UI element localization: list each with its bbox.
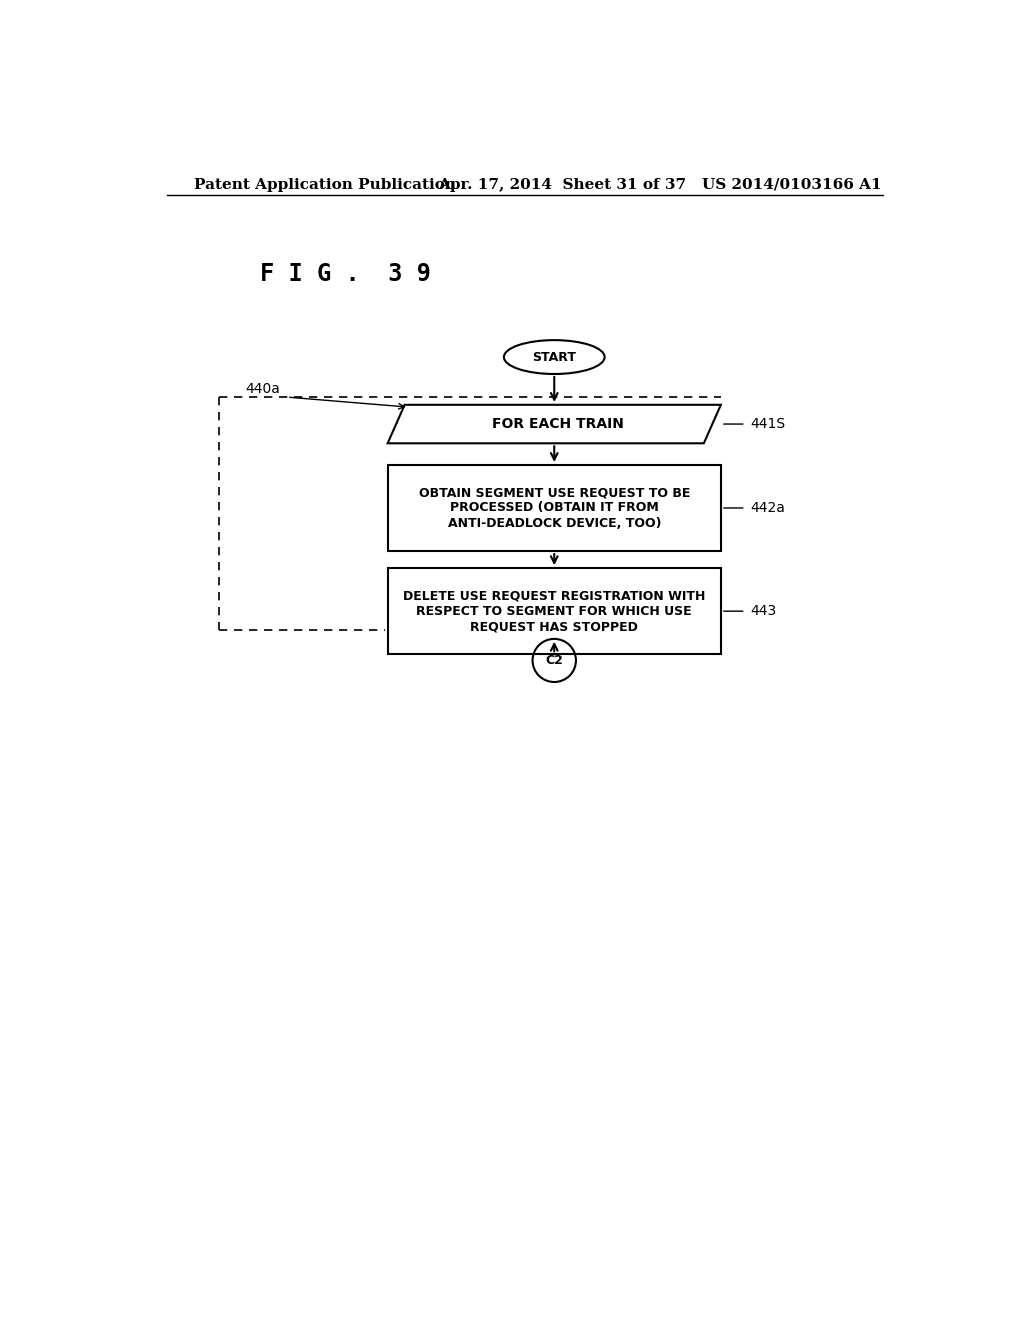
Text: FOR EACH TRAIN: FOR EACH TRAIN xyxy=(493,417,624,432)
Text: RESPECT TO SEGMENT FOR WHICH USE: RESPECT TO SEGMENT FOR WHICH USE xyxy=(417,605,692,618)
Text: OBTAIN SEGMENT USE REQUEST TO BE: OBTAIN SEGMENT USE REQUEST TO BE xyxy=(419,486,690,499)
Text: 443: 443 xyxy=(751,605,776,618)
Text: Apr. 17, 2014  Sheet 31 of 37: Apr. 17, 2014 Sheet 31 of 37 xyxy=(438,178,686,191)
Text: PROCESSED (OBTAIN IT FROM: PROCESSED (OBTAIN IT FROM xyxy=(450,502,658,515)
Text: C2: C2 xyxy=(546,653,563,667)
Text: REQUEST HAS STOPPED: REQUEST HAS STOPPED xyxy=(470,620,638,634)
Text: F I G .  3 9: F I G . 3 9 xyxy=(260,263,431,286)
Text: Patent Application Publication: Patent Application Publication xyxy=(194,178,456,191)
Text: US 2014/0103166 A1: US 2014/0103166 A1 xyxy=(701,178,881,191)
Text: DELETE USE REQUEST REGISTRATION WITH: DELETE USE REQUEST REGISTRATION WITH xyxy=(403,589,706,602)
Text: 441S: 441S xyxy=(751,417,785,432)
Text: 440a: 440a xyxy=(246,381,281,396)
Text: START: START xyxy=(532,351,577,363)
Text: ANTI-DEADLOCK DEVICE, TOO): ANTI-DEADLOCK DEVICE, TOO) xyxy=(447,517,662,529)
Text: 442a: 442a xyxy=(751,502,785,515)
